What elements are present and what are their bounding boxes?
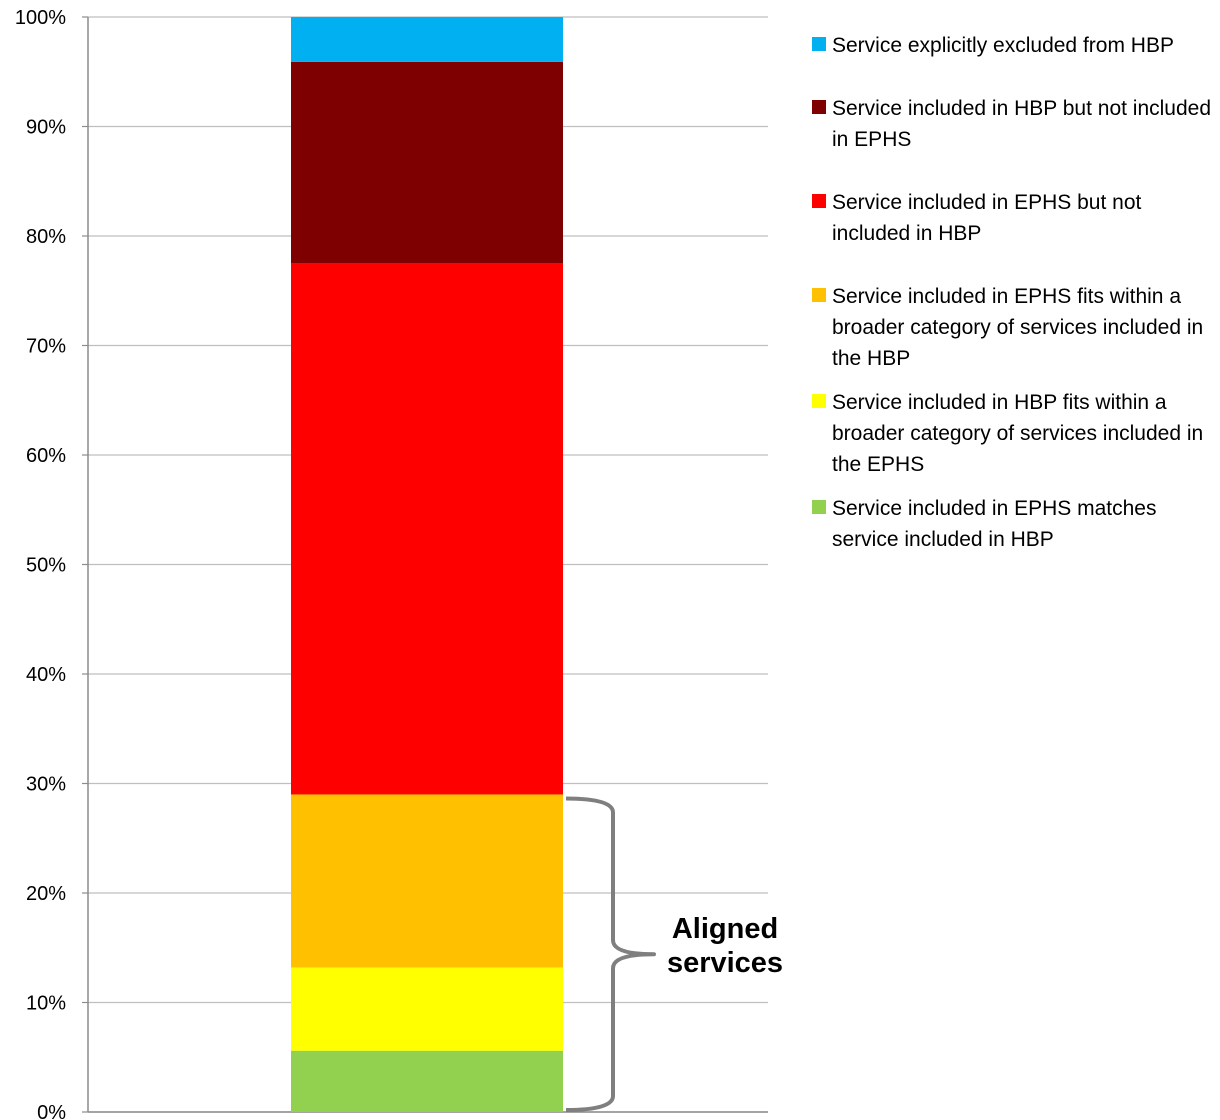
- legend-label: Service included in EPHS fits within a b…: [832, 285, 1204, 370]
- aligned-services-bracket: [565, 796, 656, 1112]
- y-tick-label: 0%: [37, 1102, 66, 1120]
- legend-label: Service included in EPHS matches service…: [832, 497, 1157, 551]
- legend-item: Service included in EPHS but not include…: [812, 187, 1217, 249]
- legend-label: Service included in HBP but not included…: [832, 97, 1212, 151]
- bar-segment-5: [291, 61, 563, 264]
- y-tick-label: 20%: [26, 883, 66, 905]
- legend-swatch: [812, 500, 826, 514]
- y-tick-label: 100%: [15, 7, 66, 29]
- legend-label: Service included in EPHS but not include…: [832, 191, 1142, 245]
- y-tick-label: 10%: [26, 993, 66, 1015]
- legend: Service explicitly excluded from HBP Serv…: [812, 30, 1217, 555]
- y-tick-label: 50%: [26, 555, 66, 577]
- bar-segments: [291, 17, 563, 1112]
- bracket-path: [565, 796, 656, 1112]
- legend-item: Service included in HBP fits within a br…: [812, 387, 1217, 480]
- y-tick-label: 70%: [26, 336, 66, 358]
- legend-item: Service included in EPHS matches service…: [812, 493, 1217, 555]
- bar-segment-6: [291, 17, 563, 62]
- legend-label: Service included in HBP fits within a br…: [832, 391, 1204, 476]
- bar-segment-4: [291, 263, 563, 795]
- y-tick-label: 40%: [26, 664, 66, 686]
- y-tick-label: 80%: [26, 226, 66, 248]
- aligned-services-annotation: Aligned services: [666, 913, 784, 979]
- y-axis: 0% 10% 20% 30% 40% 50% 60% 70% 80% 90% 100%: [15, 7, 768, 1120]
- legend-item: Service included in HBP but not included…: [812, 93, 1217, 155]
- bar-segment-2: [291, 967, 563, 1051]
- y-tick-label: 90%: [26, 117, 66, 139]
- legend-label: Service explicitly excluded from HBP: [832, 34, 1174, 57]
- y-tick-label: 60%: [26, 445, 66, 467]
- bar-segment-1: [291, 1050, 563, 1112]
- y-tick-label: 30%: [26, 774, 66, 796]
- legend-item: Service included in EPHS fits within a b…: [812, 281, 1217, 374]
- legend-swatch: [812, 37, 826, 51]
- bar-segment-3: [291, 794, 563, 968]
- legend-item: Service explicitly excluded from HBP: [812, 30, 1217, 61]
- legend-swatch: [812, 194, 826, 208]
- legend-swatch: [812, 288, 826, 302]
- legend-swatch: [812, 100, 826, 114]
- legend-swatch: [812, 394, 826, 408]
